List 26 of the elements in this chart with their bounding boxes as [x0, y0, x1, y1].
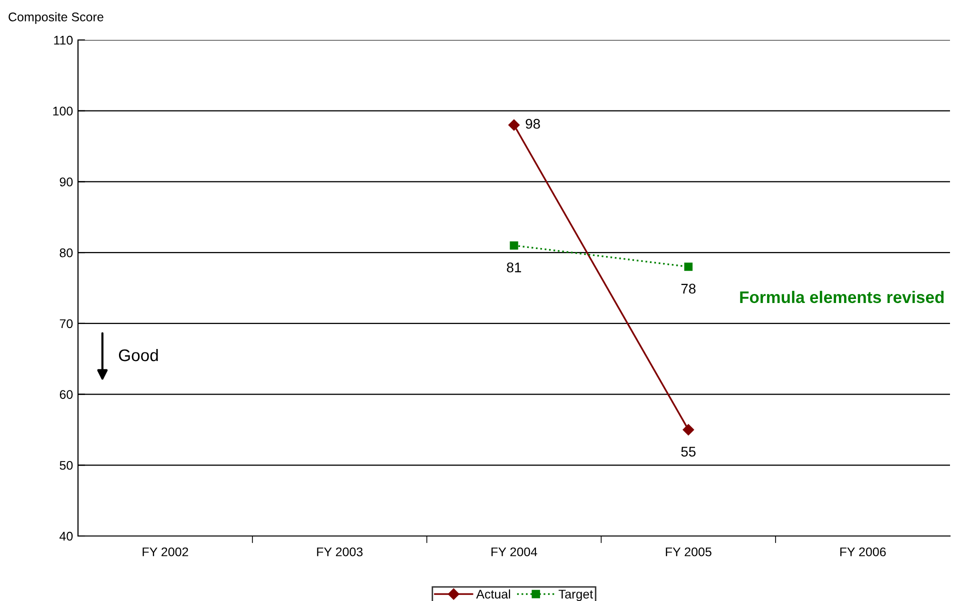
y-tick-label: 70 — [60, 319, 73, 328]
data-label: 81 — [506, 262, 522, 272]
y-tick-label: 90 — [60, 178, 73, 186]
annotation: Formula elements revised — [740, 290, 944, 304]
point — [684, 262, 693, 271]
point — [510, 241, 518, 250]
x-tick-label: FY 2002 — [142, 547, 188, 556]
x-tick-label: FY 2004 — [492, 547, 538, 556]
point — [508, 119, 520, 131]
y-tick-label: 80 — [60, 248, 73, 258]
x-tick-label: FY 2005 — [666, 547, 712, 556]
x-tick-label: FY 2003 — [317, 547, 363, 556]
y-tick-label: 110 — [54, 36, 73, 45]
y-axis-title: Composite Score — [8, 12, 104, 24]
x-tick-label: FY 2006 — [840, 547, 886, 556]
point — [682, 424, 694, 436]
data-label: 55 — [681, 446, 696, 457]
y-tick-label: 40 — [60, 532, 73, 541]
legend-label: Target — [558, 590, 594, 601]
y-tick-label: 100 — [53, 106, 73, 116]
y-tick-label: 50 — [60, 460, 73, 470]
data-label: 98 — [526, 118, 540, 129]
y-tick-label: 60 — [60, 390, 73, 399]
annotation: Good — [118, 348, 158, 362]
legend-label: Actual — [476, 589, 510, 599]
data-label: 78 — [681, 284, 696, 294]
